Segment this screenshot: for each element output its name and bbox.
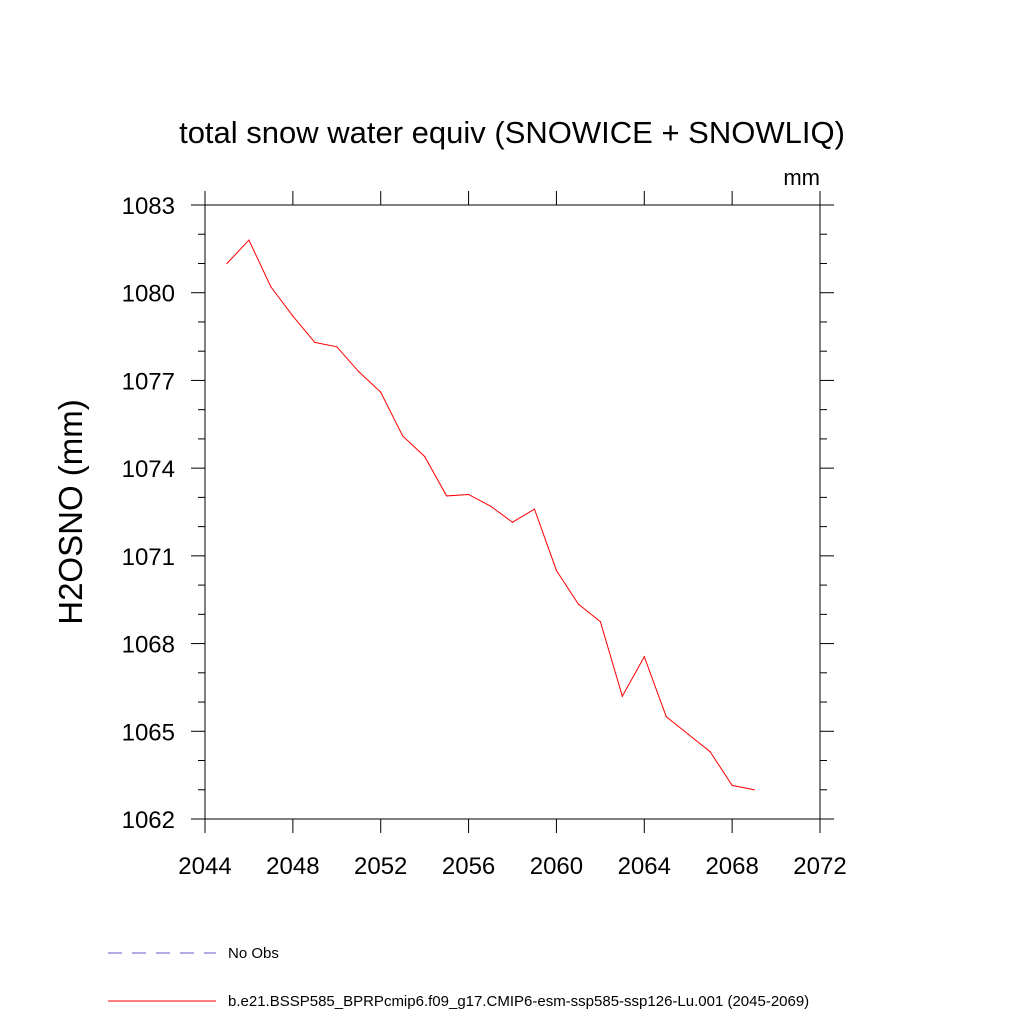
x-tick-label: 2064	[618, 853, 671, 880]
y-tick-label: 1077	[122, 368, 175, 395]
data-point	[753, 789, 755, 791]
x-tick-label: 2068	[705, 853, 758, 880]
x-tick-label: 2056	[442, 853, 495, 880]
data-point	[511, 521, 514, 523]
x-tick-label: 2052	[354, 853, 407, 880]
y-tick-label: 1080	[122, 281, 175, 308]
data-point	[270, 286, 272, 288]
units-label: mm	[783, 165, 820, 190]
y-tick-label: 1071	[122, 544, 175, 571]
data-point	[248, 239, 250, 241]
legend: No Obs b.e21.BSSP585_BPRPcmip6.f09_g17.CM…	[108, 945, 809, 1010]
data-point	[731, 784, 733, 786]
data-point	[380, 391, 382, 393]
data-point	[599, 621, 601, 623]
y-tick-label: 1083	[122, 193, 175, 220]
y-tick-label: 1068	[122, 632, 175, 659]
x-tick-label: 2072	[793, 853, 846, 880]
y-axis: 1062 1065 1068 1071 1074 1077 1080 1083	[122, 193, 834, 834]
data-point	[446, 495, 448, 497]
plot-frame	[204, 204, 821, 820]
y-tick-label: 1062	[122, 807, 175, 834]
data-point	[489, 505, 492, 507]
data-point	[643, 656, 645, 658]
data-point	[314, 341, 316, 344]
data-point	[687, 733, 689, 735]
y-axis-label: H2OSNO (mm)	[52, 399, 89, 625]
data-point	[533, 508, 536, 510]
legend-label: No Obs	[228, 945, 279, 962]
data-point	[336, 346, 338, 348]
y-tick-label: 1065	[122, 719, 175, 746]
data-point	[577, 603, 579, 605]
data-point	[467, 493, 470, 496]
data-point	[358, 371, 360, 373]
x-tick-label: 2044	[178, 853, 231, 880]
data-point	[555, 569, 558, 572]
series-line	[226, 239, 755, 791]
series-layer	[226, 239, 755, 791]
data-point	[621, 695, 623, 697]
legend-label: b.e21.BSSP585_BPRPcmip6.f09_g17.CMIP6-es…	[228, 993, 809, 1010]
data-point	[665, 716, 667, 718]
x-tick-label: 2048	[266, 853, 319, 880]
data-point	[292, 315, 294, 317]
data-point	[709, 751, 711, 753]
y-tick-label: 1074	[122, 456, 175, 483]
data-point	[226, 262, 228, 265]
chart-title: total snow water equiv (SNOWICE + SNOWLI…	[179, 115, 845, 150]
data-point	[402, 435, 404, 437]
x-tick-label: 2060	[530, 853, 583, 880]
data-point	[424, 455, 426, 458]
x-axis: 2044 2048 2052 2056 2060 2064 2068 2072	[178, 191, 847, 880]
